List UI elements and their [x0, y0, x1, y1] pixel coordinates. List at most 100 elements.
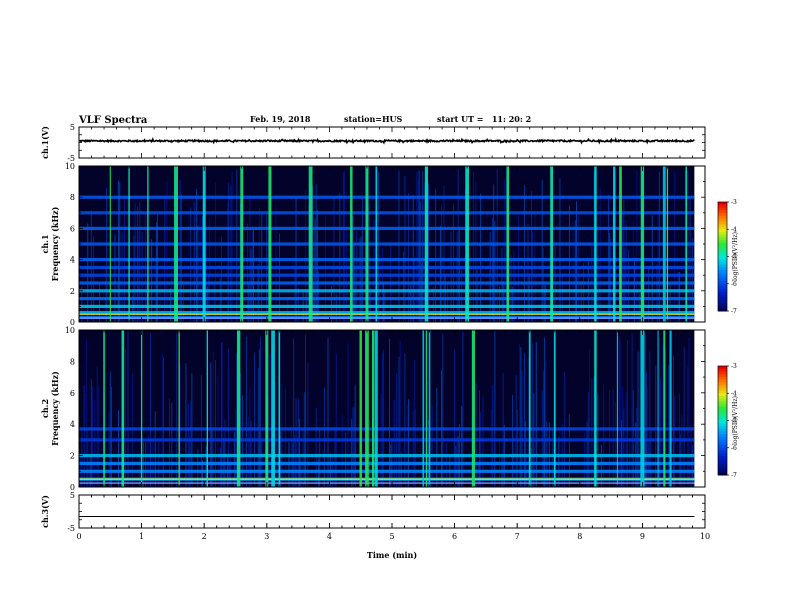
noise-column — [501, 247, 503, 322]
colorbar-segment — [718, 204, 727, 208]
noise-column — [200, 374, 202, 487]
burst-line — [528, 330, 531, 487]
noise-column — [347, 343, 349, 487]
noise-column — [622, 386, 624, 487]
colorbar-segment — [718, 395, 727, 400]
burst-line — [371, 330, 375, 487]
noise-column — [480, 193, 482, 322]
burst-line — [613, 166, 616, 322]
noise-column — [114, 234, 116, 322]
noise-column — [224, 419, 226, 487]
noise-column — [250, 420, 252, 487]
colorbar-segment — [718, 234, 727, 238]
noise-column — [691, 444, 693, 487]
noise-column — [190, 400, 192, 487]
noise-column — [544, 337, 546, 487]
noise-column — [359, 238, 361, 322]
noise-column — [307, 363, 309, 487]
noise-column — [96, 366, 98, 487]
noise-column — [154, 411, 156, 487]
colorbar-segment — [718, 278, 727, 282]
noise-column — [677, 271, 679, 322]
noise-column — [236, 352, 238, 487]
noise-column — [574, 220, 576, 322]
noise-column — [681, 414, 683, 487]
noise-column — [247, 223, 248, 322]
noise-column — [187, 403, 189, 487]
noise-column — [623, 408, 625, 487]
frequency-band — [79, 281, 695, 285]
noise-column — [210, 362, 212, 487]
ch2-spectrogram-image — [79, 330, 695, 487]
noise-column — [281, 384, 283, 487]
noise-column — [658, 336, 660, 487]
noise-column — [455, 445, 457, 487]
colorbar-segment — [718, 300, 727, 304]
burst-line — [178, 330, 180, 487]
noise-column — [180, 193, 182, 322]
noise-column — [668, 365, 670, 487]
noise-column — [381, 247, 383, 322]
colorbar-segment — [718, 461, 727, 465]
colorbar-segment — [718, 464, 727, 468]
colorbar-segment — [718, 291, 727, 296]
colorbar-segment — [718, 223, 727, 228]
burst-line — [140, 330, 143, 487]
colorbar-tick-label: -7 — [731, 472, 737, 479]
colorbar-segment — [718, 376, 727, 381]
burst-line — [640, 330, 645, 487]
noise-column — [620, 420, 622, 487]
noise-column — [413, 359, 415, 487]
burst-line — [236, 330, 241, 487]
noise-column — [457, 436, 459, 487]
frequency-band — [79, 454, 695, 458]
colorbar-segment — [718, 436, 727, 441]
noise-column — [368, 419, 370, 487]
colorbar-tick-label: -3 — [731, 199, 737, 206]
noise-column — [168, 398, 170, 487]
y-tick-label: -5 — [67, 154, 75, 163]
colorbar-segment — [718, 237, 727, 241]
noise-column — [183, 280, 185, 322]
frequency-band — [79, 315, 695, 319]
noise-column — [683, 346, 685, 487]
noise-column — [352, 407, 354, 487]
noise-column — [599, 187, 601, 322]
noise-column — [146, 284, 148, 322]
noise-column — [245, 336, 247, 487]
colorbar-segment — [718, 404, 727, 408]
noise-column — [342, 172, 344, 322]
y-tick-label: 4 — [70, 420, 75, 429]
noise-column — [491, 217, 493, 322]
noise-column — [99, 283, 101, 322]
noise-column — [499, 286, 501, 322]
noise-column — [302, 428, 304, 487]
colorbar-segment — [718, 251, 727, 255]
colorbar-segment — [718, 270, 727, 274]
colorbar-segment — [718, 229, 727, 233]
colorbar-segment — [718, 259, 727, 263]
noise-column — [657, 209, 659, 322]
colorbar-segment — [718, 210, 727, 214]
noise-column — [457, 169, 459, 322]
noise-column — [452, 204, 454, 322]
noise-column — [591, 378, 593, 487]
noise-column — [133, 235, 135, 322]
noise-column — [116, 285, 118, 322]
noise-column — [176, 332, 177, 487]
noise-column — [503, 179, 505, 322]
noise-column — [295, 398, 297, 487]
colorbar-segment — [718, 412, 727, 416]
colorbar-segment — [718, 406, 727, 411]
low-freq-line — [79, 313, 695, 315]
noise-column — [90, 379, 92, 487]
colorbar-segment — [718, 379, 727, 383]
noise-column — [636, 170, 638, 322]
noise-column — [647, 388, 648, 487]
y-tick-label: 4 — [70, 256, 75, 265]
noise-column — [510, 255, 512, 322]
noise-column — [541, 180, 543, 322]
noise-column — [209, 218, 211, 322]
